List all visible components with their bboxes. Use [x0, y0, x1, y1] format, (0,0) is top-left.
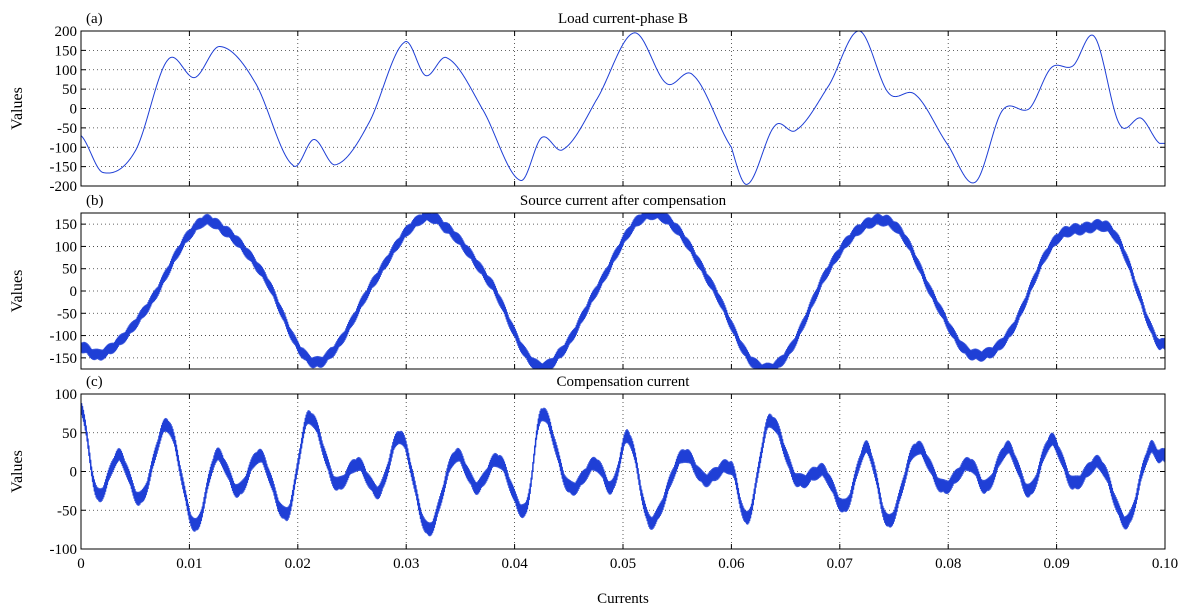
panel-label: (a)	[86, 11, 103, 27]
y-tick-label: 150	[55, 217, 78, 233]
y-tick-label: -100	[50, 329, 78, 345]
chart-panel-c: -100 -50 0 50 100 0 0.01 0.02 0.03 0.04 0.05 0.06 0.…	[9, 374, 1178, 607]
y-tick-label: -200	[50, 179, 78, 195]
y-tick-label: 50	[62, 262, 77, 278]
y-tick-label: 150	[55, 43, 78, 59]
plot-frame	[80, 30, 1166, 187]
y-tick-label: -50	[57, 503, 77, 519]
x-tick-label: 0.06	[718, 556, 745, 572]
y-tick-label: 0	[70, 465, 78, 481]
y-tick-label: 50	[62, 426, 77, 442]
panel-label: (c)	[86, 374, 103, 390]
x-tick-label: 0.04	[501, 556, 528, 572]
x-tick-label: 0.07	[827, 556, 854, 572]
x-tick-label: 0.03	[393, 556, 419, 572]
x-axis-label: Currents	[597, 591, 649, 607]
y-tick-label: 100	[55, 63, 78, 79]
y-axis-label: Values	[9, 450, 26, 493]
data-line	[80, 30, 1166, 185]
chart-title: Compensation current	[557, 374, 691, 390]
y-tick-label: -100	[50, 140, 78, 156]
x-tick-label: 0.05	[610, 556, 636, 572]
y-tick-label: -50	[57, 121, 77, 137]
y-tick-label: 50	[62, 82, 77, 98]
y-tick-label: -50	[57, 306, 77, 322]
chart-panel-b: -150 -100 -50 0 50 100 150 (b) Source current af…	[9, 193, 1166, 370]
y-axis-label: Values	[9, 270, 26, 313]
x-tick-label: 0.08	[935, 556, 961, 572]
chart-title: Load current-phase B	[558, 11, 688, 27]
chart-title: Source current after compensation	[520, 193, 727, 209]
x-tick-label: 0.02	[285, 556, 311, 572]
y-tick-label: 0	[70, 284, 78, 300]
y-tick-label: 100	[55, 387, 78, 403]
x-tick-label: 0.09	[1043, 556, 1069, 572]
plot-frame	[80, 393, 1166, 550]
y-tick-label: 0	[70, 102, 78, 118]
chart-panel-a: -200 -150 -100 -50 0 50 100 150 200 (a) Load curre…	[9, 11, 1166, 195]
x-tick-label: 0	[77, 556, 85, 572]
y-tick-label: -150	[50, 351, 78, 367]
y-tick-label: -100	[50, 542, 78, 558]
data-line	[80, 401, 1166, 537]
y-tick-label: 200	[55, 24, 78, 40]
y-tick-label: 100	[55, 239, 78, 255]
y-tick-label: -150	[50, 160, 78, 176]
x-tick-label: 0.10	[1152, 556, 1178, 572]
x-tick-label: 0.01	[176, 556, 202, 572]
data-line	[80, 212, 1166, 370]
panel-label: (b)	[86, 193, 104, 209]
y-axis-label: Values	[9, 87, 26, 130]
